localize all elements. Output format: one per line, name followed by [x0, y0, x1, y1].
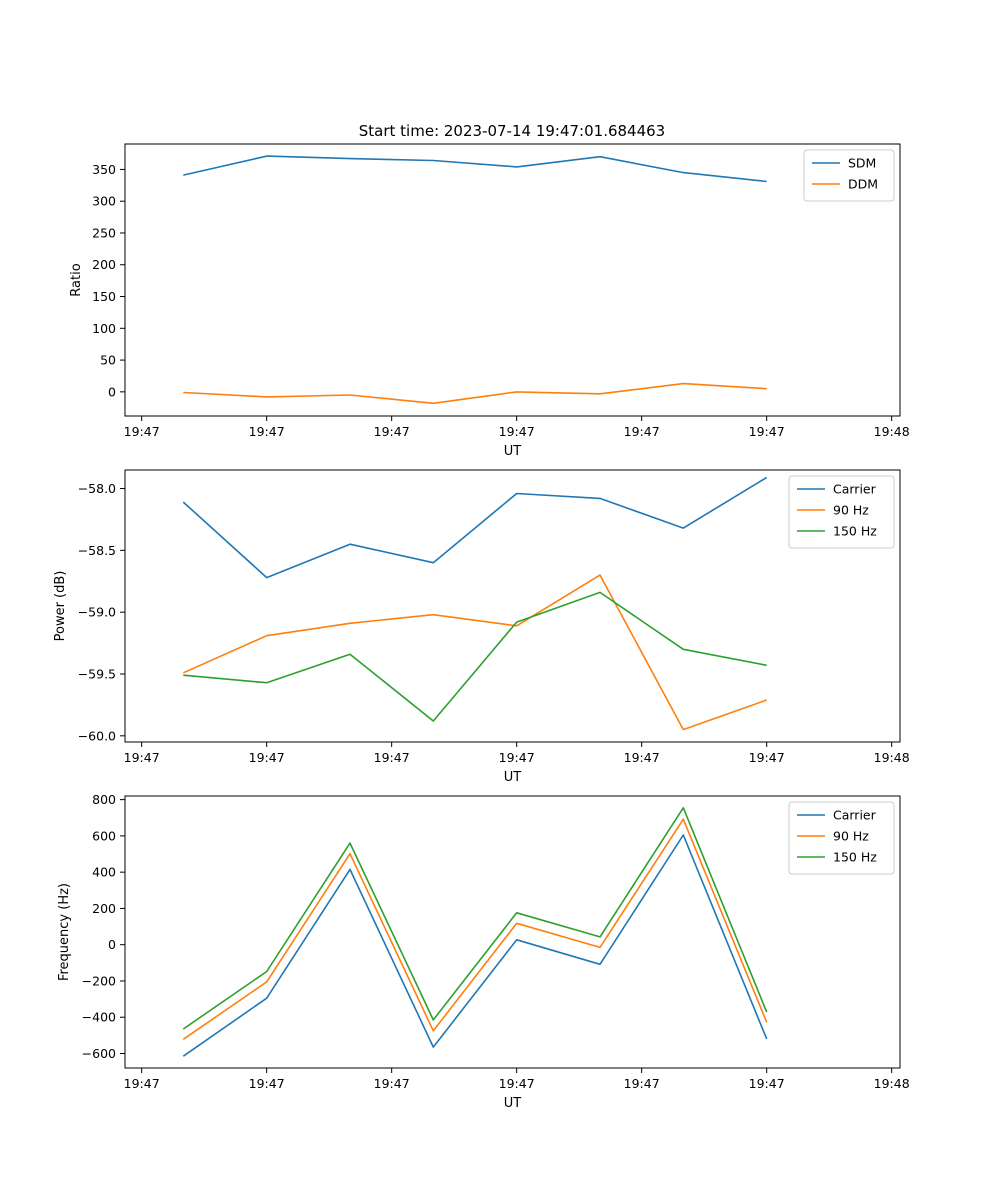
frequency-legend-label: 150 Hz: [833, 850, 877, 865]
power-xtick-label: 19:47: [749, 750, 785, 765]
power-xtick-label: 19:47: [624, 750, 660, 765]
frequency-ytick-label: 0: [108, 937, 116, 952]
frequency-yaxis-label: Frequency (Hz): [57, 883, 72, 981]
power-legend-label: 150 Hz: [833, 524, 877, 539]
ratio-ytick-label: 200: [92, 257, 116, 272]
power-ytick-label: −58.5: [78, 543, 116, 558]
ratio-xtick-label: 19:47: [249, 424, 285, 439]
frequency-panel: 19:47 19:47 19:47 19:47 19:47 19:47 19:48 −600 −…: [57, 792, 910, 1111]
power-legend-label: Carrier: [833, 482, 877, 497]
power-ytick-label: −59.0: [78, 605, 116, 620]
ratio-ytick-label: 350: [92, 162, 116, 177]
ratio-xtick-label: 19:48: [874, 424, 910, 439]
frequency-legend-label: 90 Hz: [833, 829, 869, 844]
frequency-ytick-label: 400: [92, 865, 116, 880]
ratio-legend-label: SDM: [848, 156, 876, 171]
power-panel: 19:47 19:47 19:47 19:47 19:47 19:47 19:48 −60.0…: [53, 469, 910, 785]
power-xtick-label: 19:47: [249, 750, 285, 765]
ratio-ytick-label: 250: [92, 225, 116, 240]
figure-title: Start time: 2023-07-14 19:47:01.684463: [359, 122, 665, 140]
power-yaxis-label: Power (dB): [53, 571, 68, 642]
frequency-ytick-label: 200: [92, 901, 116, 916]
power-xtick-label: 19:47: [499, 750, 535, 765]
ratio-legend-label: DDM: [848, 177, 878, 192]
power-xtick-label: 19:47: [124, 750, 160, 765]
frequency-axes-frame: [124, 795, 901, 1069]
frequency-ytick-label: −600: [82, 1046, 116, 1061]
power-ytick-label: −60.0: [78, 728, 116, 743]
ratio-ytick-label: 150: [92, 289, 116, 304]
ratio-yaxis-label: Ratio: [69, 263, 84, 296]
frequency-series-90-hz-line: [182, 818, 768, 1040]
frequency-xtick-label: 19:47: [249, 1076, 285, 1091]
ratio-series-sdm-line: [183, 155, 767, 183]
power-series-150-hz-line: [183, 591, 767, 722]
power-axes-frame: [124, 469, 901, 743]
ratio-ytick-label: 0: [108, 384, 116, 399]
power-series-carrier-line: [182, 476, 768, 579]
power-series-90-hz-line: [182, 574, 767, 731]
frequency-xtick-label: 19:48: [874, 1076, 910, 1091]
frequency-legend: [788, 801, 895, 875]
power-legend-label: 90 Hz: [833, 503, 869, 518]
frequency-ytick-label: −400: [82, 1010, 116, 1025]
frequency-ytick-label: 800: [92, 792, 116, 807]
frequency-ytick-label: −200: [82, 973, 116, 988]
power-legend: [788, 475, 895, 549]
frequency-legend-label: Carrier: [833, 808, 877, 823]
ratio-series-ddm-line: [183, 382, 767, 405]
frequency-xtick-label: 19:47: [499, 1076, 535, 1091]
frequency-series-carrier-line: [182, 834, 768, 1057]
frequency-xaxis-label: UT: [504, 1096, 522, 1111]
power-ytick-label: −58.0: [78, 481, 116, 496]
ratio-axes-frame: [124, 143, 901, 417]
ratio-xtick-label: 19:47: [124, 424, 160, 439]
ratio-xtick-label: 19:47: [749, 424, 785, 439]
ratio-ytick-label: 50: [100, 353, 116, 368]
power-xtick-label: 19:48: [874, 750, 910, 765]
ratio-xtick-label: 19:47: [499, 424, 535, 439]
power-ytick-label: −59.5: [78, 667, 116, 682]
ratio-xaxis-label: UT: [504, 444, 522, 459]
frequency-xtick-label: 19:47: [374, 1076, 410, 1091]
power-xaxis-label: UT: [504, 770, 522, 785]
power-xtick-label: 19:47: [374, 750, 410, 765]
ratio-xtick-label: 19:47: [374, 424, 410, 439]
frequency-xtick-label: 19:47: [749, 1076, 785, 1091]
frequency-xtick-label: 19:47: [624, 1076, 660, 1091]
ratio-ytick-label: 300: [92, 194, 116, 209]
frequency-series-150-hz-line: [182, 806, 768, 1030]
ratio-ytick-label: 100: [92, 321, 116, 336]
ratio-xtick-label: 19:47: [624, 424, 660, 439]
frequency-ytick-label: 600: [92, 828, 116, 843]
ratio-panel: 19:47 19:47 19:47 19:47 19:47 19:47 19:48 0 50 10…: [69, 143, 910, 459]
frequency-xtick-label: 19:47: [124, 1076, 160, 1091]
